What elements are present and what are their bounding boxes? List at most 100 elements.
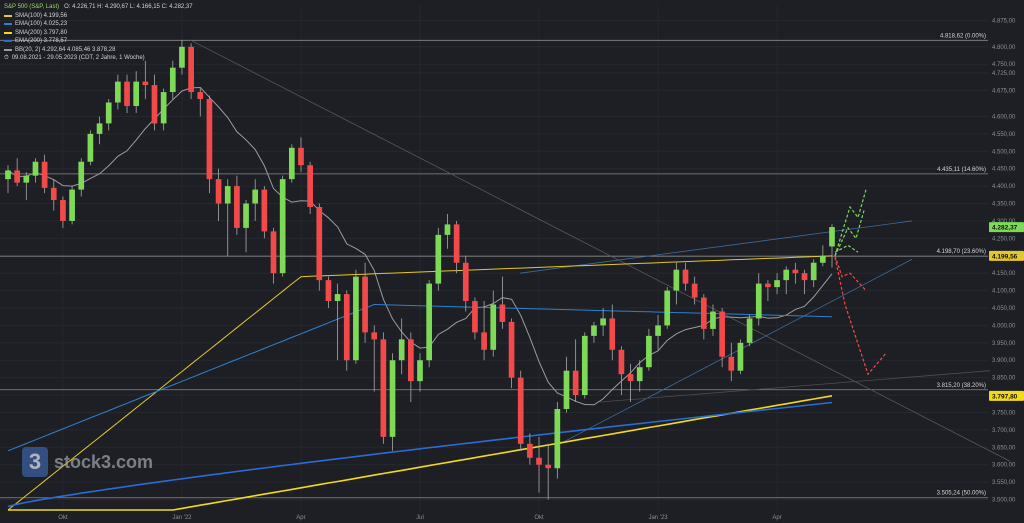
candle — [591, 325, 597, 336]
candle — [618, 349, 625, 375]
candle — [261, 189, 268, 232]
price-tag-label: 4.282,37 — [992, 225, 1018, 232]
candle — [765, 283, 771, 288]
candle — [124, 81, 130, 106]
x-tick-label: Okt — [534, 515, 544, 521]
candle — [169, 67, 176, 93]
y-tick-label: 4.725,00 — [992, 71, 1016, 77]
candle — [774, 280, 780, 288]
candle — [820, 255, 826, 263]
logo-mark: 3 — [22, 447, 48, 477]
sma100-line — [7, 255, 833, 511]
candle — [627, 374, 634, 382]
bollinger-mid-line — [7, 86, 833, 406]
candle — [343, 294, 350, 361]
candle — [380, 339, 387, 437]
candle — [728, 356, 735, 371]
trend-line — [559, 258, 913, 445]
y-tick-label: 3.700,00 — [992, 428, 1016, 434]
candle — [23, 175, 30, 183]
candle — [50, 187, 57, 201]
legend-title-row: S&P 500 (S&P, Last) O: 4.226,71 H: 4.290,… — [4, 3, 193, 12]
candle — [298, 147, 304, 166]
candle — [96, 123, 103, 134]
y-tick-label: 4.100,00 — [992, 289, 1016, 295]
candle — [179, 46, 185, 68]
candle — [682, 269, 689, 284]
candle — [87, 133, 94, 162]
x-tick-label: Apr — [772, 515, 781, 521]
fib-label: 3.815,20 (38.20%) — [937, 383, 986, 389]
candle — [490, 304, 497, 350]
candle — [224, 186, 231, 204]
candle — [417, 360, 423, 382]
candle — [334, 294, 341, 302]
y-tick-label: 4.350,00 — [992, 202, 1016, 208]
price-tag-label: 3.797,80 — [992, 393, 1018, 400]
candle — [325, 280, 332, 302]
legend-sma200: SMA(200) 3.797,80 — [4, 29, 193, 38]
projection-arrow-up — [834, 210, 865, 257]
y-tick-label: 4.150,00 — [992, 271, 1016, 277]
candle — [719, 311, 725, 357]
y-tick-label: 3.650,00 — [992, 445, 1016, 451]
y-tick-label: 3.900,00 — [992, 358, 1016, 364]
price-tag-label: 4.199,56 — [992, 253, 1018, 260]
y-tick-label: 4.250,00 — [992, 236, 1016, 242]
candle — [755, 283, 762, 319]
candle — [371, 332, 378, 340]
y-tick-label: 4.450,00 — [992, 167, 1016, 173]
candle — [792, 269, 799, 274]
price-tag — [989, 222, 1024, 233]
candle — [151, 85, 158, 124]
candle — [353, 276, 359, 361]
y-tick-label: 3.550,00 — [992, 480, 1016, 486]
fib-label: 4.435,11 (14.60%) — [937, 167, 986, 173]
candle — [710, 311, 716, 329]
candle — [472, 301, 478, 333]
fib-label: 4.198,70 (23.60%) — [937, 249, 986, 255]
candle — [133, 81, 140, 106]
projection-arrow-down — [834, 257, 887, 376]
candle — [554, 409, 561, 469]
y-tick-label: 4.400,00 — [992, 184, 1016, 190]
candle — [462, 262, 469, 302]
candle — [41, 161, 48, 188]
candle — [600, 318, 606, 326]
y-tick-label: 3.950,00 — [992, 341, 1016, 347]
y-tick-label: 3.750,00 — [992, 410, 1016, 416]
candle — [105, 102, 112, 124]
candle — [60, 200, 66, 221]
y-tick-label: 4.800,00 — [992, 45, 1016, 51]
x-tick-label: Jan '23 — [648, 515, 668, 521]
candle — [234, 186, 240, 228]
candle — [206, 99, 213, 180]
ema100-line — [7, 303, 833, 452]
x-tick-label: Okt — [58, 515, 68, 521]
candle — [142, 81, 149, 86]
trend-line — [519, 220, 913, 274]
trend-line — [189, 39, 1011, 462]
y-tick-label: 4.600,00 — [992, 114, 1016, 120]
candle — [115, 81, 121, 103]
logo-text: stock3.com — [54, 451, 154, 472]
projection-arrow-up — [834, 244, 859, 253]
y-tick-label: 4.750,00 — [992, 62, 1016, 68]
candle — [14, 170, 20, 183]
candle — [32, 161, 39, 176]
candle — [646, 335, 652, 368]
stock3-logo: 3 stock3.com — [22, 447, 153, 477]
candle — [188, 46, 194, 93]
candle — [829, 227, 835, 247]
candle — [810, 262, 817, 281]
fib-label: 4.818,62 (0.00%) — [940, 33, 986, 39]
legend-symbol: S&P 500 (S&P, Last) — [4, 4, 60, 10]
candle — [279, 179, 286, 274]
y-tick-label: 4.300,00 — [992, 219, 1016, 225]
candle — [508, 321, 515, 378]
y-tick-label: 4.050,00 — [992, 306, 1016, 312]
candle — [481, 332, 487, 350]
projection-arrow-up — [834, 189, 867, 256]
x-tick-label: Jan '22 — [172, 515, 192, 521]
